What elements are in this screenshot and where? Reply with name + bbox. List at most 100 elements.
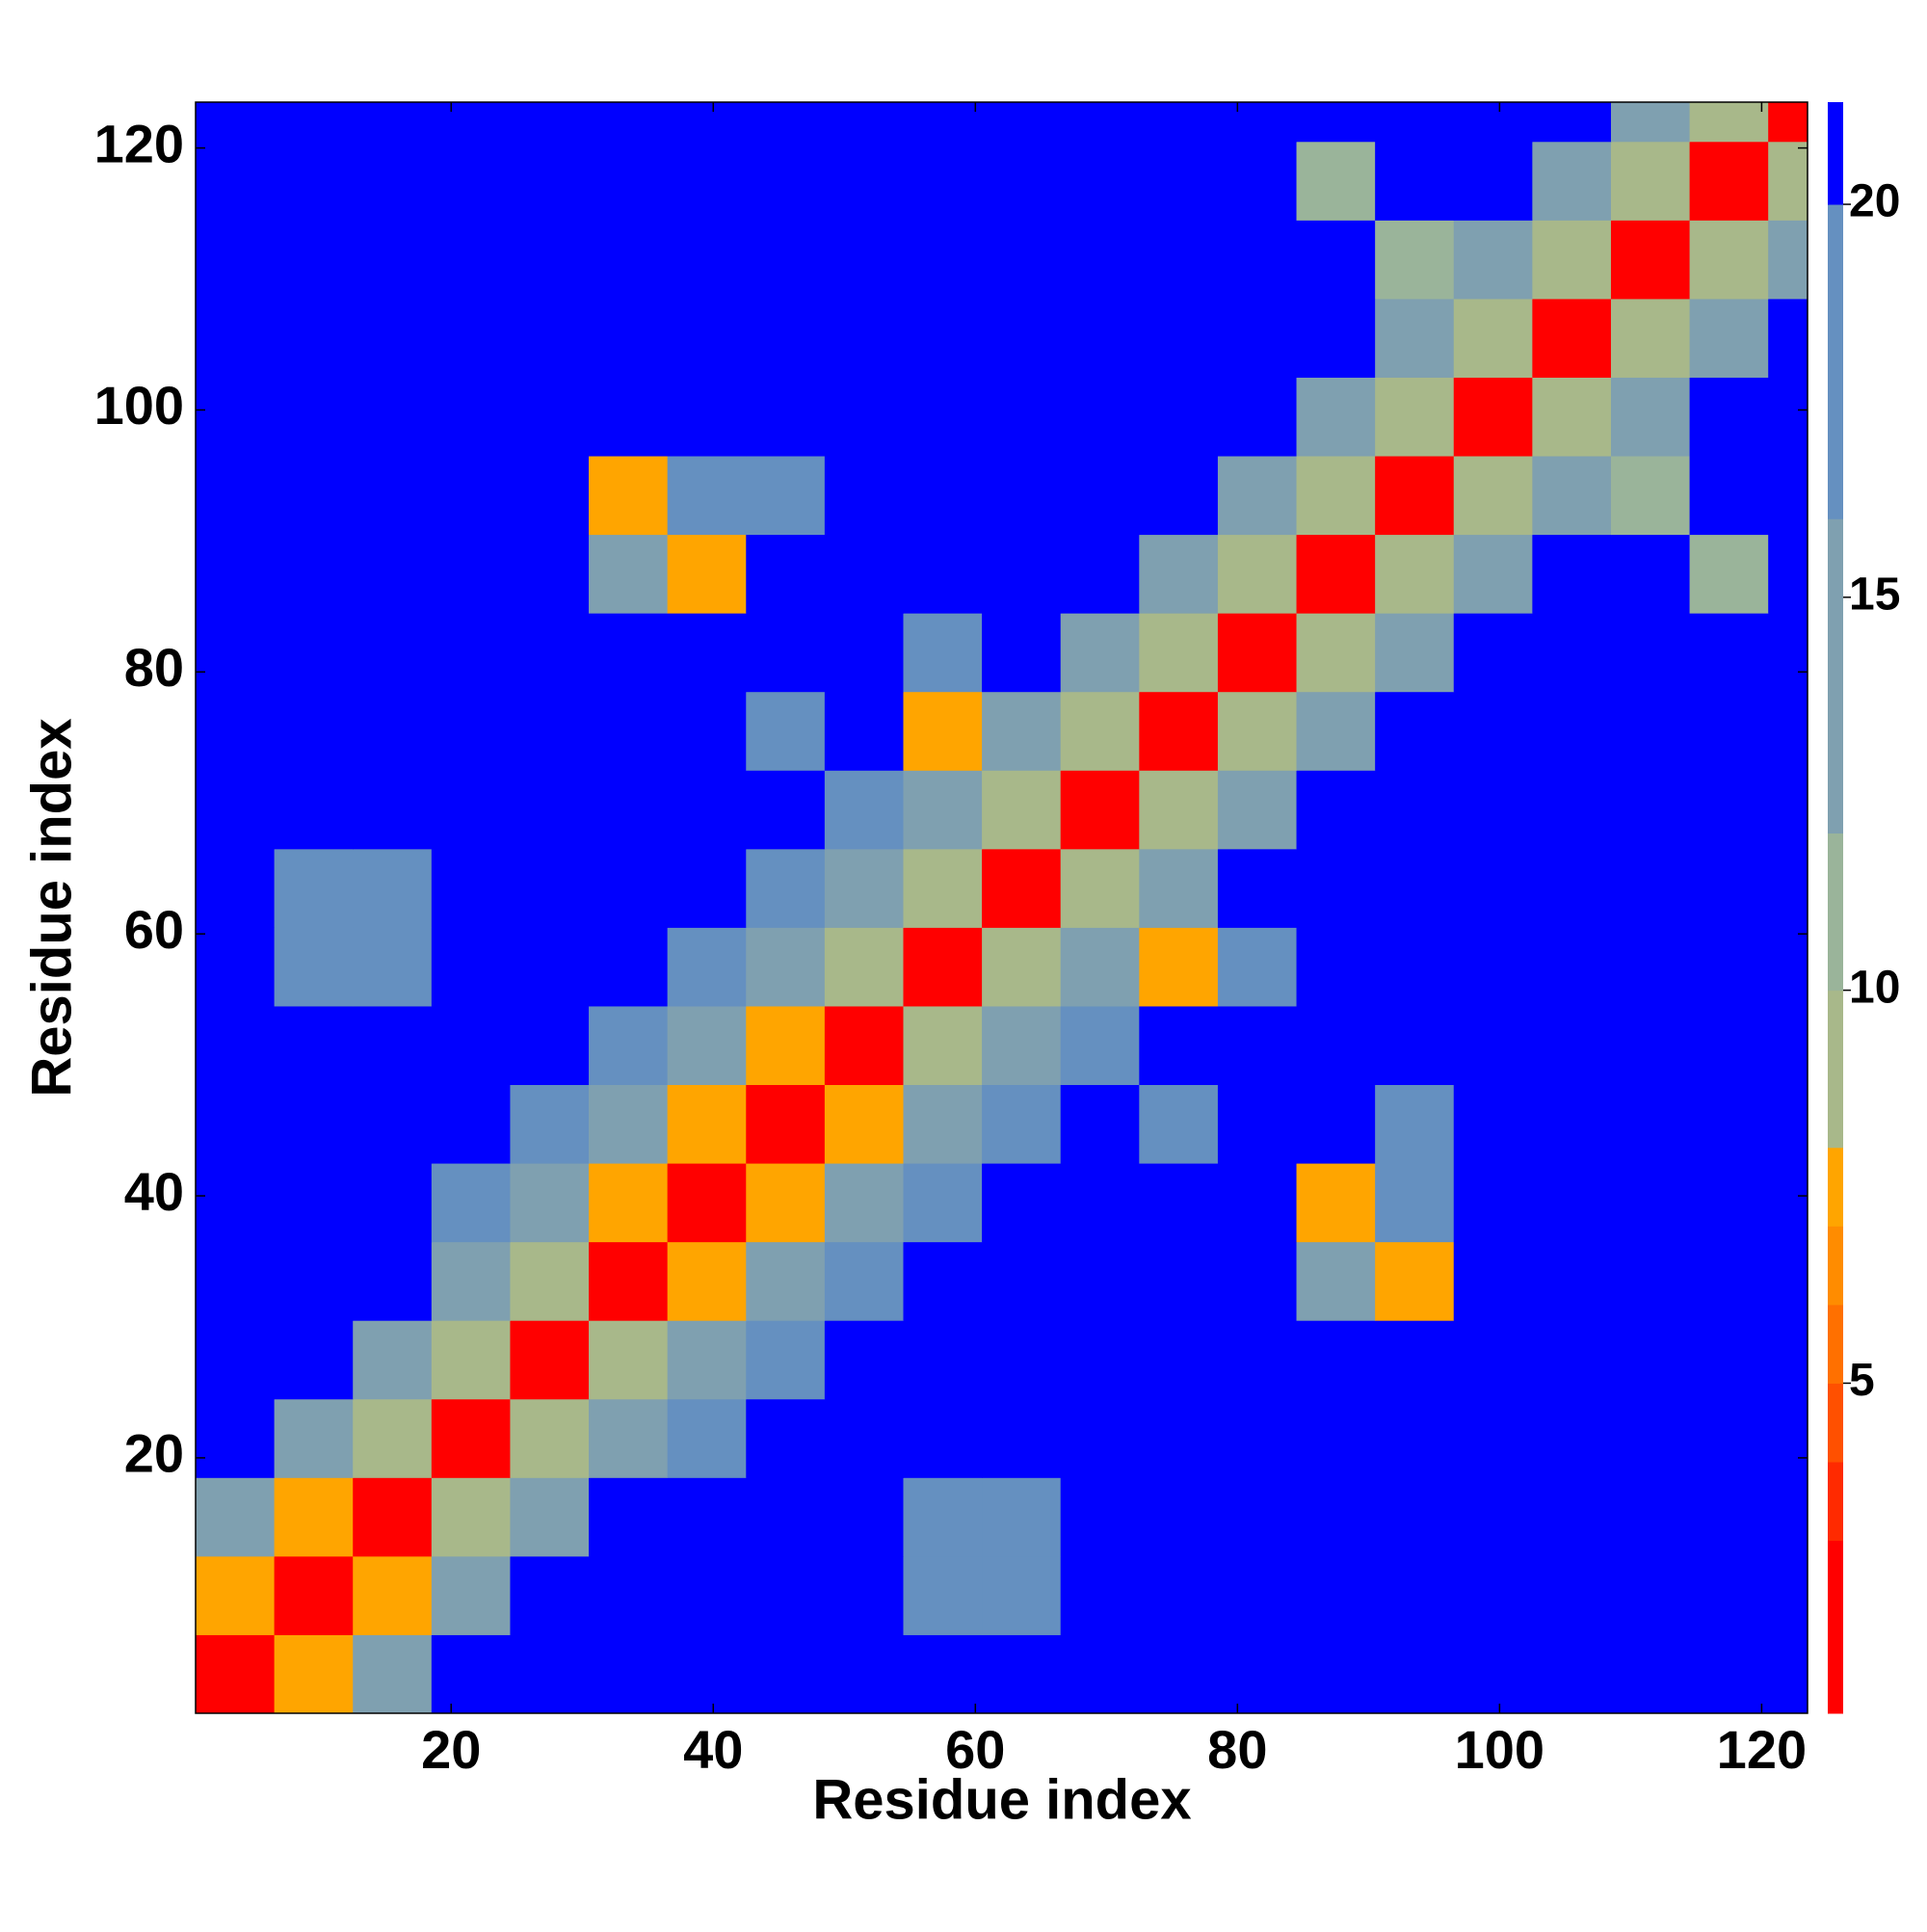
heatmap-cell — [1610, 1241, 1691, 1321]
heatmap-cell — [1139, 377, 1219, 457]
heatmap-cell — [1453, 691, 1533, 771]
heatmap-cell — [1060, 220, 1140, 300]
heatmap-cell — [589, 1241, 669, 1321]
heatmap-cell — [1689, 298, 1769, 378]
heatmap-cell — [353, 1477, 433, 1557]
heatmap-cell — [746, 377, 826, 457]
heatmap-cell — [982, 927, 1062, 1007]
heatmap-cell — [589, 613, 669, 693]
heatmap-cell — [510, 1555, 590, 1635]
heatmap-cell — [431, 1634, 511, 1714]
heatmap-cell — [1689, 691, 1769, 771]
heatmap-cell — [1453, 534, 1533, 614]
heatmap-cell — [1610, 377, 1691, 457]
x-tick-label: 60 — [945, 1719, 1005, 1780]
heatmap-cell — [274, 613, 354, 693]
heatmap-cell — [510, 102, 590, 143]
heatmap-cell — [1532, 1005, 1612, 1086]
heatmap-cell — [1375, 456, 1455, 536]
heatmap-cell — [274, 1477, 354, 1557]
heatmap-cell — [1689, 1477, 1769, 1557]
heatmap-cell — [903, 1163, 983, 1243]
heatmap-cell — [1689, 1005, 1769, 1086]
heatmap-cell — [824, 1084, 904, 1164]
heatmap-cell — [431, 141, 511, 221]
heatmap-cell — [824, 1398, 904, 1478]
heatmap-cell — [1296, 1477, 1376, 1557]
heatmap-cell — [1217, 1634, 1298, 1714]
heatmap-cell — [1139, 770, 1219, 850]
heatmap-cell — [1375, 927, 1455, 1007]
heatmap-cell — [1375, 848, 1455, 928]
heatmap-cell — [746, 691, 826, 771]
heatmap-cell — [824, 927, 904, 1007]
heatmap-cell — [196, 927, 276, 1007]
heatmap-cell — [982, 1555, 1062, 1635]
heatmap-cell — [1217, 613, 1298, 693]
heatmap-cell — [353, 927, 433, 1007]
heatmap-cell — [353, 220, 433, 300]
x-tick-label: 100 — [1455, 1719, 1544, 1780]
heatmap-cell — [589, 534, 669, 614]
heatmap-cell — [274, 927, 354, 1007]
heatmap-cell — [353, 1084, 433, 1164]
heatmap-cell — [431, 456, 511, 536]
heatmap-cell — [353, 141, 433, 221]
heatmap-cell — [1768, 1163, 1808, 1243]
heatmap-cell — [1610, 1320, 1691, 1400]
heatmap-cell — [1217, 1477, 1298, 1557]
heatmap-cell — [431, 770, 511, 850]
heatmap-cell — [1532, 102, 1612, 143]
heatmap-cell — [982, 1477, 1062, 1557]
heatmap-cell — [1532, 298, 1612, 378]
heatmap-cell — [431, 927, 511, 1007]
heatmap-cell — [1768, 220, 1808, 300]
heatmap-cell — [1217, 927, 1298, 1007]
heatmap-cell — [1217, 691, 1298, 771]
heatmap-cell — [1296, 102, 1376, 143]
heatmap-cell — [1689, 848, 1769, 928]
heatmap-cell — [1375, 1634, 1455, 1714]
heatmap-cell — [1610, 1555, 1691, 1635]
heatmap-cell — [667, 1555, 747, 1635]
heatmap-cell — [903, 220, 983, 300]
heatmap-cell — [1217, 298, 1298, 378]
heatmap-cell — [746, 1320, 826, 1400]
heatmap-cell — [903, 1634, 983, 1714]
heatmap-cell — [1689, 377, 1769, 457]
heatmap-cell — [1139, 1477, 1219, 1557]
heatmap-cell — [746, 848, 826, 928]
heatmap-cell — [196, 1398, 276, 1478]
heatmap-cell — [667, 848, 747, 928]
heatmap-cell — [1060, 141, 1140, 221]
heatmap-cell — [1375, 102, 1455, 143]
heatmap-cell — [1217, 377, 1298, 457]
heatmap-cell — [1060, 456, 1140, 536]
heatmap-cell — [431, 848, 511, 928]
heatmap-cell — [1296, 377, 1376, 457]
heatmap-cell — [746, 1398, 826, 1478]
heatmap-cell — [746, 1634, 826, 1714]
heatmap-cell — [1060, 1398, 1140, 1478]
heatmap-cell — [1453, 1005, 1533, 1086]
heatmap-cell — [982, 1084, 1062, 1164]
heatmap-cell — [903, 691, 983, 771]
heatmap-cell — [353, 456, 433, 536]
heatmap-cell — [431, 1555, 511, 1635]
heatmap-cell — [1689, 141, 1769, 221]
heatmap-cell — [1139, 1320, 1219, 1400]
heatmap-cell — [1453, 1084, 1533, 1164]
heatmap-cell — [589, 1084, 669, 1164]
heatmap-cell — [1689, 1398, 1769, 1478]
heatmap-cell — [1768, 848, 1808, 928]
heatmap-cell — [667, 1634, 747, 1714]
heatmap-cell — [1139, 1634, 1219, 1714]
heatmap-cell — [903, 534, 983, 614]
heatmap-cell — [1689, 220, 1769, 300]
heatmap-cell — [1296, 456, 1376, 536]
heatmap-cell — [510, 220, 590, 300]
heatmap-cell — [982, 1005, 1062, 1086]
heatmap-cell — [1453, 1477, 1533, 1557]
colorbar-segment — [1828, 1540, 1843, 1714]
heatmap-cell — [1139, 220, 1219, 300]
